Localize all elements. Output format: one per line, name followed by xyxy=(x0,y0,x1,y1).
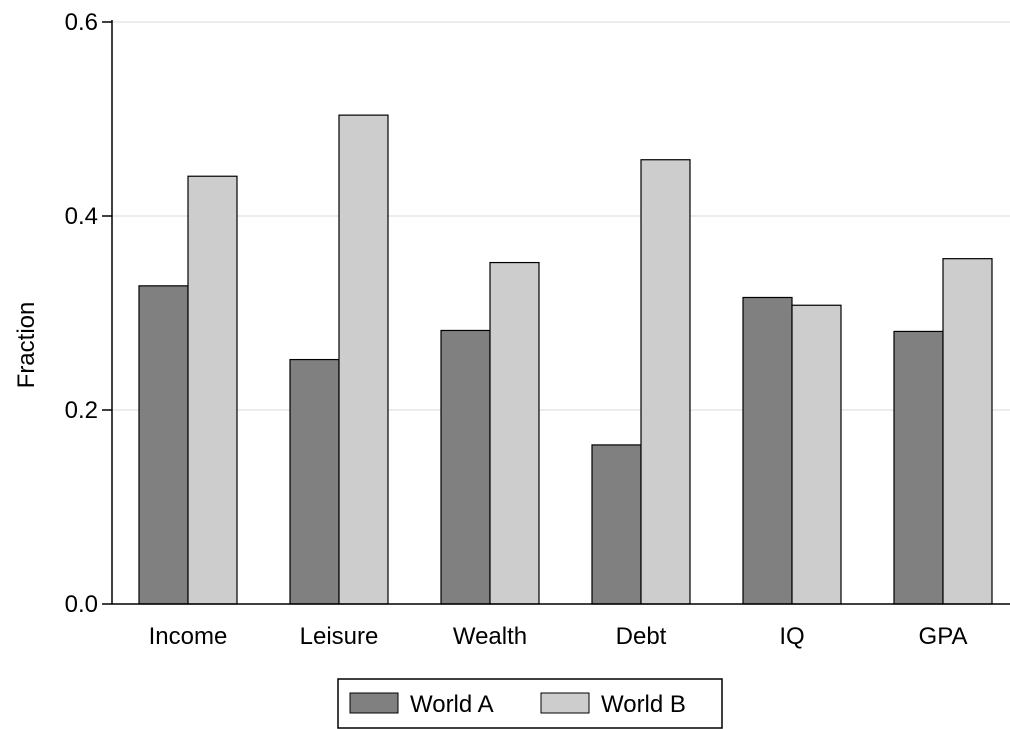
bar-wealth-world-a xyxy=(440,329,491,605)
gridlines xyxy=(112,21,1010,411)
y-tick-label: 0.6 xyxy=(65,9,98,36)
bar-debt-world-a xyxy=(591,444,642,605)
bar-leisure-world-b xyxy=(338,114,389,605)
x-category-label: Debt xyxy=(616,623,667,650)
y-tick-label: 0.4 xyxy=(65,203,98,230)
bar-debt-world-b xyxy=(640,159,691,605)
legend-swatch-world-b xyxy=(540,692,590,714)
bars xyxy=(138,114,993,605)
x-category-label: Wealth xyxy=(453,623,527,650)
x-category-label: Income xyxy=(149,623,228,650)
x-category-label: Leisure xyxy=(300,623,379,650)
bar-leisure-world-a xyxy=(289,358,340,605)
bar-gpa-world-b xyxy=(942,258,993,605)
axes xyxy=(111,20,1010,605)
legend-label-world-b: World B xyxy=(601,691,686,718)
x-category-labels: Income Leisure Wealth Debt IQ GPA xyxy=(149,623,968,650)
y-axis-title: Fraction xyxy=(13,302,40,389)
legend-swatch-world-a xyxy=(349,692,399,714)
y-tick-label: 0.2 xyxy=(65,397,98,424)
y-ticks: 0.0 0.2 0.4 0.6 xyxy=(65,9,112,618)
bar-iq-world-a xyxy=(742,296,793,605)
bar-income-world-a xyxy=(138,285,189,605)
bar-wealth-world-b xyxy=(489,261,540,605)
x-category-label: GPA xyxy=(919,623,968,650)
legend: World A World B xyxy=(337,678,723,729)
bar-iq-world-b xyxy=(791,304,842,605)
bar-income-world-b xyxy=(187,175,238,605)
y-tick-label: 0.0 xyxy=(65,591,98,618)
bar-gpa-world-a xyxy=(893,330,944,605)
x-category-label: IQ xyxy=(779,623,804,650)
legend-label-world-a: World A xyxy=(410,691,494,718)
legend-box xyxy=(337,678,723,729)
